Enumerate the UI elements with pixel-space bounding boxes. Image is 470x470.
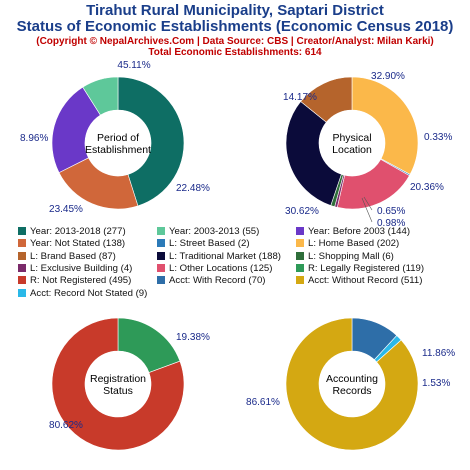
chart-subtitle: Status of Economic Establishments (Econo…: [16, 18, 454, 35]
leader-line: [361, 197, 373, 223]
legend-item: L: Exclusive Building (4): [18, 263, 132, 274]
legend-label: Year: 2013-2018 (277): [30, 226, 126, 237]
legend-swatch: [18, 239, 26, 248]
legend-label: L: Traditional Market (188): [169, 250, 281, 262]
leader-line: [363, 196, 373, 211]
chart-title: Tirahut Rural Municipality, Saptari Dist…: [86, 2, 384, 19]
donut-hole: [85, 110, 151, 176]
legend-item: L: Brand Based (87): [18, 251, 116, 262]
donut-hole: [85, 351, 151, 417]
legend-label: Acct: Without Record (511): [308, 275, 423, 287]
slice-percent-label: 14.17%: [283, 92, 317, 103]
legend-item: Acct: With Record (70): [157, 275, 266, 286]
legend-label: L: Shopping Mall (6): [308, 250, 394, 262]
legend-swatch: [157, 276, 165, 285]
legend-swatch: [157, 227, 165, 235]
slice-percent-label: 22.48%: [176, 183, 210, 194]
donut-center-label: Period of: [97, 132, 139, 144]
legend-swatch: [18, 276, 26, 285]
legend-swatch: [18, 263, 26, 272]
legend-label: Year: 2003-2013 (55): [169, 226, 260, 237]
legend-item: Year: 2003-2013 (55): [157, 226, 259, 237]
legend-label: R: Legally Registered (119): [308, 262, 425, 274]
slice-percent-label: 80.62%: [49, 420, 83, 431]
legend-swatch: [18, 288, 26, 297]
legend-item: L: Home Based (202): [296, 238, 399, 249]
legend-swatch: [296, 276, 304, 285]
legend-label: Year: Before 2003 (144): [308, 226, 411, 237]
total-establishments: Total Economic Establishments: 614: [148, 47, 322, 58]
legend-swatch: [157, 263, 165, 272]
slice-percent-label: 30.62%: [285, 206, 319, 217]
legend-item: Acct: Record Not Stated (9): [18, 288, 147, 299]
legend-label: Year: Not Stated (138): [30, 238, 126, 250]
pie-slice: [117, 76, 185, 207]
legend-item: Year: 2013-2018 (277): [18, 226, 126, 237]
legend-label: L: Home Based (202): [308, 238, 400, 250]
legend-item: R: Legally Registered (119): [296, 263, 424, 274]
pie-slice: [351, 76, 419, 175]
donut-hole: [319, 351, 385, 417]
legend-swatch: [296, 263, 304, 272]
legend-item: L: Shopping Mall (6): [296, 251, 394, 262]
legend-swatch: [157, 239, 165, 248]
copyright-note: (Copyright © NepalArchives.Com | Data So…: [36, 36, 434, 47]
slice-percent-label: 11.86%: [422, 348, 455, 359]
legend-item: Year: Not Stated (138): [18, 238, 125, 249]
donut-center-label: Location: [332, 144, 372, 156]
legend-item: R: Not Registered (495): [18, 275, 131, 286]
slice-percent-label: 1.53%: [422, 378, 450, 389]
legend-swatch: [18, 251, 26, 260]
donut-center-label: Accounting: [326, 373, 378, 385]
legend-label: L: Exclusive Building (4): [30, 262, 133, 274]
donut-center-label: Status: [103, 385, 133, 397]
legend-label: L: Street Based (2): [169, 238, 250, 250]
donut-hole: [319, 110, 385, 176]
slice-percent-label: 0.98%: [377, 218, 405, 229]
donut-center-label: Registration: [90, 373, 146, 385]
slice-percent-label: 23.45%: [49, 204, 83, 215]
slice-percent-label: 45.11%: [117, 60, 150, 71]
slice-percent-label: 0.65%: [377, 206, 405, 217]
slice-percent-label: 20.36%: [410, 182, 444, 193]
slice-percent-label: 86.61%: [246, 397, 280, 408]
legend-item: L: Other Locations (125): [157, 263, 272, 274]
legend-swatch: [296, 251, 304, 260]
slice-percent-label: 19.38%: [176, 332, 210, 343]
legend-swatch: [296, 227, 304, 235]
slice-percent-label: 8.96%: [20, 133, 48, 144]
slice-percent-label: 32.90%: [371, 71, 405, 82]
legend-label: R: Not Registered (495): [30, 275, 132, 287]
legend-label: Acct: Record Not Stated (9): [30, 287, 148, 299]
legend-swatch: [157, 251, 165, 260]
slice-percent-label: 0.33%: [424, 132, 452, 143]
donut-center-label: Physical: [332, 132, 371, 144]
legend-swatch: [296, 239, 304, 248]
legend-item: Year: Before 2003 (144): [296, 226, 410, 237]
legend-item: Acct: Without Record (511): [296, 275, 422, 286]
donut-center-label: Establishment: [85, 144, 151, 156]
legend-swatch: [18, 227, 26, 235]
legend-item: L: Street Based (2): [157, 238, 250, 249]
legend-item: L: Traditional Market (188): [157, 251, 281, 262]
legend-label: L: Other Locations (125): [169, 262, 273, 274]
donut-center-label: Records: [332, 385, 371, 397]
legend-label: Acct: With Record (70): [169, 275, 266, 287]
legend-label: L: Brand Based (87): [30, 250, 116, 262]
